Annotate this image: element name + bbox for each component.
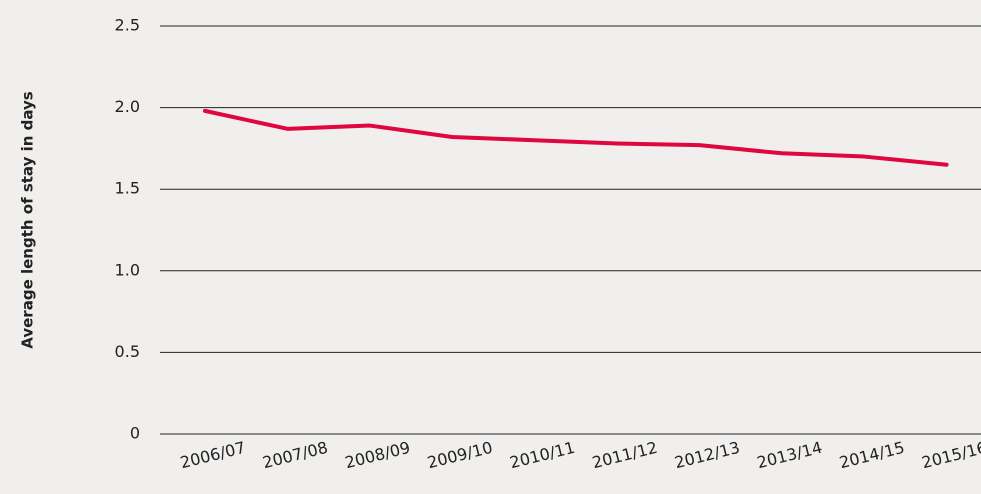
y-axis-label: Average length of stay in days [19, 91, 37, 349]
x-tick-label: 2007/08 [261, 438, 330, 473]
x-tick-label: 2014/15 [837, 438, 906, 473]
y-tick-label: 1.0 [115, 260, 140, 279]
data-line [203, 108, 949, 167]
y-tick-label: 1.5 [115, 179, 140, 198]
x-tick-label: 2006/07 [178, 438, 247, 473]
x-tick-label: 2012/13 [673, 438, 742, 473]
x-tick-label: 2010/11 [508, 438, 577, 473]
y-tick-label: 0 [130, 424, 140, 443]
x-tick-label: 2011/12 [590, 438, 659, 473]
x-tick-label: 2015/16 [920, 438, 981, 473]
x-tick-label: 2009/10 [425, 438, 494, 473]
y-tick-label: 2.0 [115, 97, 140, 116]
x-tick-label: 2008/09 [343, 438, 412, 473]
x-tick-label: 2013/14 [755, 438, 824, 473]
y-tick-label: 2.5 [115, 16, 140, 35]
y-tick-label: 0.5 [115, 342, 140, 361]
